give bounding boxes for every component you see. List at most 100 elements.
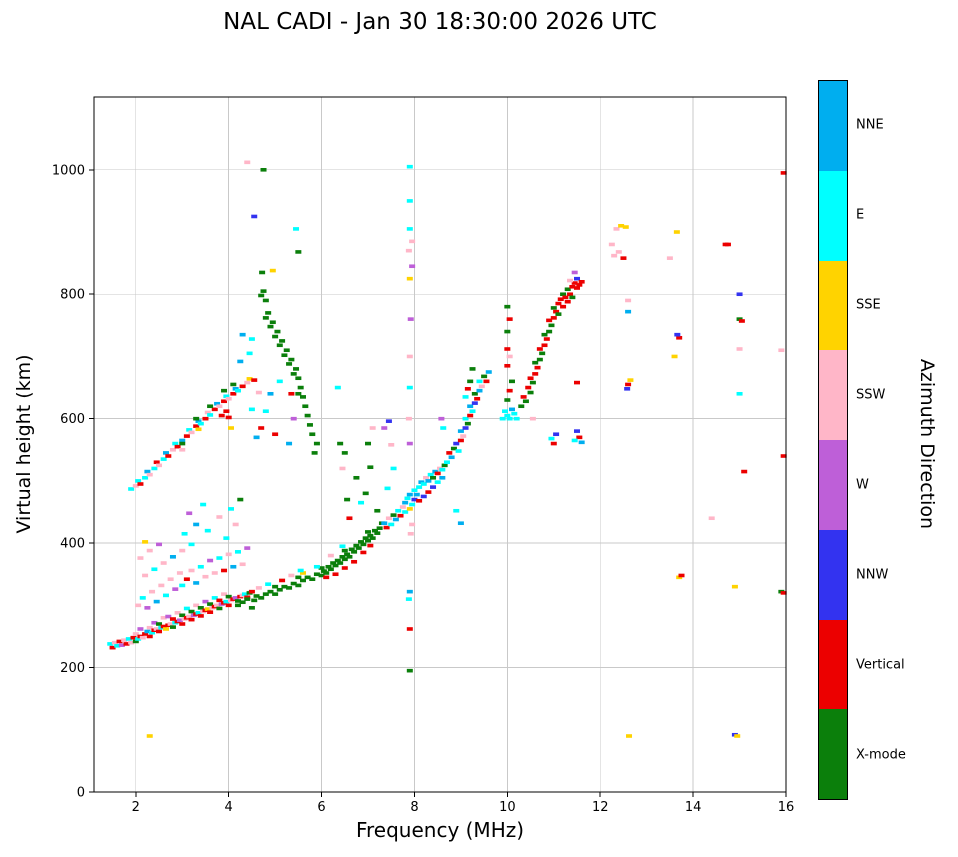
scatter-point	[474, 396, 481, 401]
scatter-point	[313, 441, 320, 446]
scatter-point	[736, 391, 743, 396]
scatter-point	[388, 443, 395, 447]
y-tick-label: 1000	[52, 163, 85, 178]
scatter-point	[571, 438, 578, 443]
scatter-point	[678, 573, 685, 578]
scatter-point	[125, 637, 132, 641]
scatter-point	[255, 586, 262, 590]
scatter-point	[216, 598, 223, 603]
scatter-point	[374, 508, 381, 513]
scatter-point	[738, 319, 745, 323]
scatter-point	[313, 572, 320, 577]
scatter-point	[183, 434, 190, 438]
scatter-point	[146, 634, 153, 639]
scatter-point	[176, 571, 183, 575]
colorbar-band-x-mode	[819, 709, 847, 799]
scatter-point	[615, 250, 622, 254]
scatter-point	[265, 582, 272, 586]
scatter-point	[724, 242, 731, 247]
scatter-point	[529, 416, 536, 421]
scatter-point	[179, 583, 186, 588]
scatter-point	[406, 199, 413, 203]
scatter-point	[293, 227, 300, 231]
scatter-point	[221, 592, 228, 596]
scatter-point	[567, 292, 574, 297]
scatter-point	[369, 426, 376, 430]
scatter-point	[267, 391, 274, 396]
scatter-point	[406, 276, 413, 281]
scatter-point	[341, 548, 348, 553]
scatter-point	[416, 499, 423, 503]
scatter-point	[309, 577, 316, 582]
scatter-point	[262, 316, 269, 320]
scatter-point	[197, 421, 204, 426]
scatter-point	[464, 421, 471, 426]
colorbar-label-x-mode: X-mode	[856, 747, 906, 763]
scatter-point	[197, 606, 204, 610]
scatter-point	[295, 583, 302, 588]
scatter-point	[416, 485, 423, 489]
scatter-point	[253, 594, 260, 598]
scatter-point	[625, 382, 632, 387]
scatter-point	[464, 387, 471, 391]
scatter-point	[562, 295, 569, 300]
scatter-point	[367, 533, 374, 538]
scatter-point	[200, 502, 207, 507]
scatter-point	[708, 516, 715, 521]
scatter-point	[223, 394, 230, 399]
scatter-point	[179, 441, 186, 446]
scatter-point	[211, 407, 218, 412]
colorbar-band-w	[819, 440, 847, 530]
scatter-point	[304, 575, 311, 580]
scatter-point	[228, 426, 235, 430]
scatter-point	[778, 348, 785, 353]
scatter-point	[608, 242, 615, 247]
y-tick-label: 400	[60, 537, 85, 552]
scatter-point	[142, 540, 149, 544]
scatter-point	[780, 171, 787, 175]
scatter-point	[504, 363, 511, 368]
scatter-point	[232, 387, 239, 391]
scatter-point	[259, 270, 266, 275]
scatter-point	[286, 586, 293, 590]
scatter-point	[107, 642, 114, 646]
scatter-point	[327, 567, 334, 572]
scatter-point	[441, 463, 448, 468]
scatter-point	[527, 376, 534, 381]
scatter-point	[135, 479, 142, 483]
scatter-point	[411, 488, 418, 493]
scatter-point	[272, 334, 279, 339]
colorbar-label-nne: NNE	[856, 117, 884, 133]
axes-spines	[93, 96, 787, 793]
scatter-point	[406, 385, 413, 390]
scatter-point	[618, 223, 625, 228]
scatter-point	[460, 434, 467, 438]
scatter-point	[384, 486, 391, 491]
scatter-point	[174, 611, 181, 615]
scatter-point	[385, 419, 392, 423]
scatter-point	[290, 581, 297, 586]
scatter-point	[193, 416, 200, 421]
scatter-point	[221, 388, 228, 393]
scatter-point	[548, 436, 555, 441]
scatter-point	[467, 404, 474, 409]
y-tick-label: 200	[60, 661, 85, 676]
scatter-point	[123, 642, 130, 646]
scatter-point	[313, 564, 320, 569]
scatter-point	[244, 380, 251, 385]
scatter-point	[434, 480, 441, 484]
scatter-point	[625, 309, 632, 314]
scatter-point	[149, 630, 156, 635]
scatter-point	[413, 492, 420, 497]
scatter-point	[246, 351, 253, 356]
scatter-point	[731, 584, 738, 589]
scatter-point	[571, 281, 578, 285]
scatter-point	[214, 401, 221, 406]
scatter-point	[237, 497, 244, 502]
scatter-point	[506, 416, 513, 421]
scatter-point	[504, 347, 511, 351]
scatter-point	[404, 496, 411, 501]
scatter-point	[183, 577, 190, 582]
scatter-point	[499, 416, 506, 421]
